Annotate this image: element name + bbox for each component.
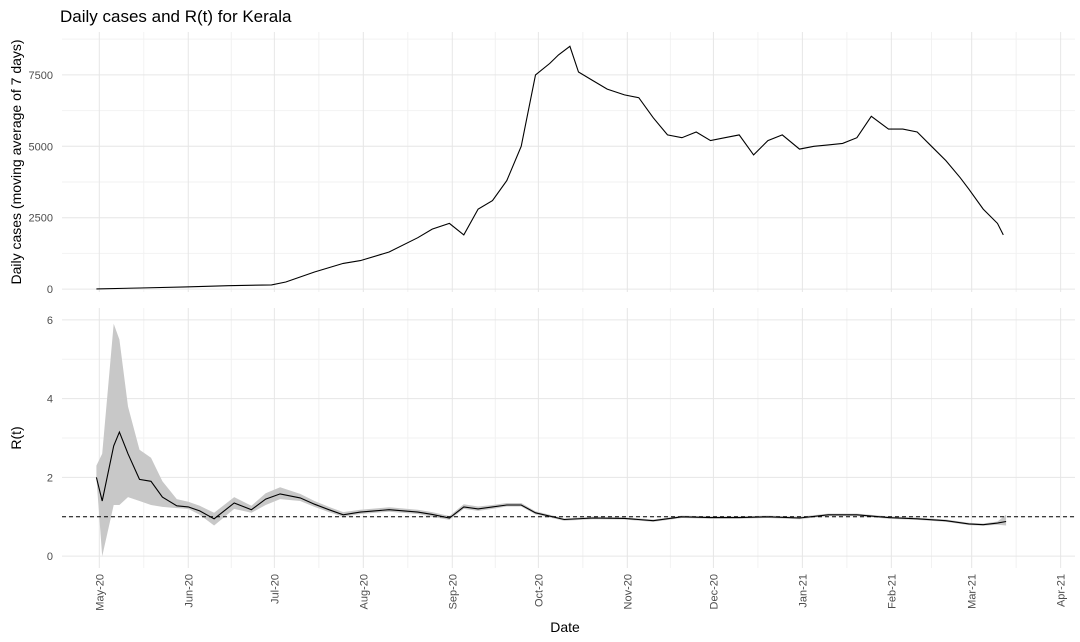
x-tick-label: Apr-21: [1056, 574, 1068, 607]
x-tick-label: Mar-21: [967, 574, 979, 609]
bottom-y-tick-label: 2: [47, 472, 53, 484]
bottom-y-tick-label: 4: [47, 394, 53, 406]
top-panel-y-ticks: 0 2500 5000 7500: [29, 70, 53, 296]
top-panel: 0 2500 5000 7500 Daily cases (moving averag…: [8, 32, 1075, 296]
bottom-y-tick-label: 6: [47, 315, 53, 327]
top-y-tick-label: 0: [47, 284, 53, 296]
x-tick-label: Jan-21: [797, 574, 809, 608]
top-y-tick-label: 7500: [29, 70, 53, 82]
x-tick-label: Aug-20: [358, 574, 370, 609]
x-tick-label: Nov-20: [622, 574, 634, 609]
daily-cases-line: [96, 45, 1004, 290]
x-axis-ticks: May-20 Jun-20 Jul-20 Aug-20 Sep-20 Oct-20 Nov-…: [94, 574, 1067, 611]
x-tick-label: Oct-20: [533, 574, 545, 607]
x-tick-label: May-20: [94, 574, 106, 611]
x-tick-label: Jul-20: [269, 574, 281, 604]
rt-confidence-band: [96, 323, 1007, 557]
bottom-panel-y-ticks: 0 2 4 6: [47, 315, 53, 563]
rt-line: [95, 430, 1007, 526]
x-axis-title: Date: [550, 619, 580, 635]
bottom-y-axis-title: R(t): [8, 426, 24, 449]
bottom-panel: 0 2 4 6 R(t): [8, 308, 1075, 568]
bottom-y-tick-label: 0: [47, 551, 53, 563]
top-panel-grid: [62, 32, 1075, 292]
x-tick-label: Jun-20: [183, 574, 195, 608]
x-tick-label: Sep-20: [447, 574, 459, 609]
chart-title: Daily cases and R(t) for Kerala: [60, 7, 292, 26]
x-tick-label: Dec-20: [708, 574, 720, 609]
top-y-tick-label: 5000: [29, 141, 53, 153]
top-y-axis-title: Daily cases (moving average of 7 days): [8, 39, 24, 284]
bottom-panel-grid: [62, 308, 1075, 568]
top-y-tick-label: 2500: [29, 213, 53, 225]
x-tick-label: Feb-21: [886, 574, 898, 609]
